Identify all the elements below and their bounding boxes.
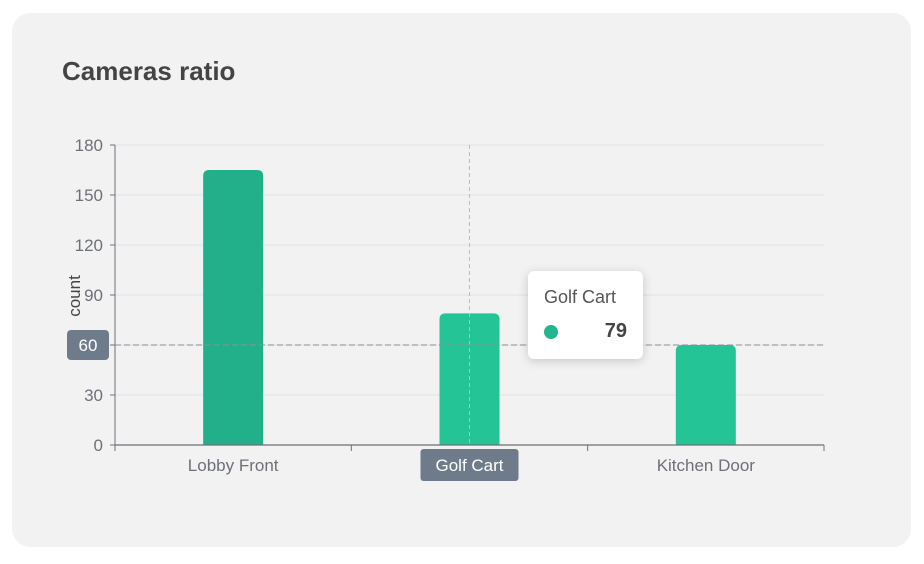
y-tick-label: 150 xyxy=(75,186,103,205)
y-axis-pointer-label: 60 xyxy=(79,336,98,355)
bar-kitchen-door[interactable] xyxy=(675,345,736,445)
tooltip-value: 79 xyxy=(604,320,627,342)
chart-title: Cameras ratio xyxy=(62,56,236,86)
x-tick-label: Lobby Front xyxy=(188,456,279,475)
chart-tooltip: Golf Cart 79 xyxy=(528,271,643,359)
y-tick-label: 0 xyxy=(94,436,103,455)
y-tick-label: 30 xyxy=(84,386,103,405)
bar-lobby-front[interactable] xyxy=(203,170,264,445)
y-axis-pointer-badge xyxy=(67,330,109,360)
x-axis-pointer-badge xyxy=(420,449,519,481)
y-tick-label: 120 xyxy=(75,236,103,255)
y-axis-title: count xyxy=(65,275,84,317)
series-marker-icon xyxy=(544,324,558,339)
tooltip-title: Golf Cart xyxy=(544,287,617,307)
x-tick-label: Golf Cart xyxy=(435,456,503,475)
x-tick-label: Kitchen Door xyxy=(657,456,756,475)
y-tick-label: 180 xyxy=(75,136,103,155)
y-tick-label: 90 xyxy=(84,286,103,305)
tooltip-row: 79 xyxy=(544,320,627,343)
